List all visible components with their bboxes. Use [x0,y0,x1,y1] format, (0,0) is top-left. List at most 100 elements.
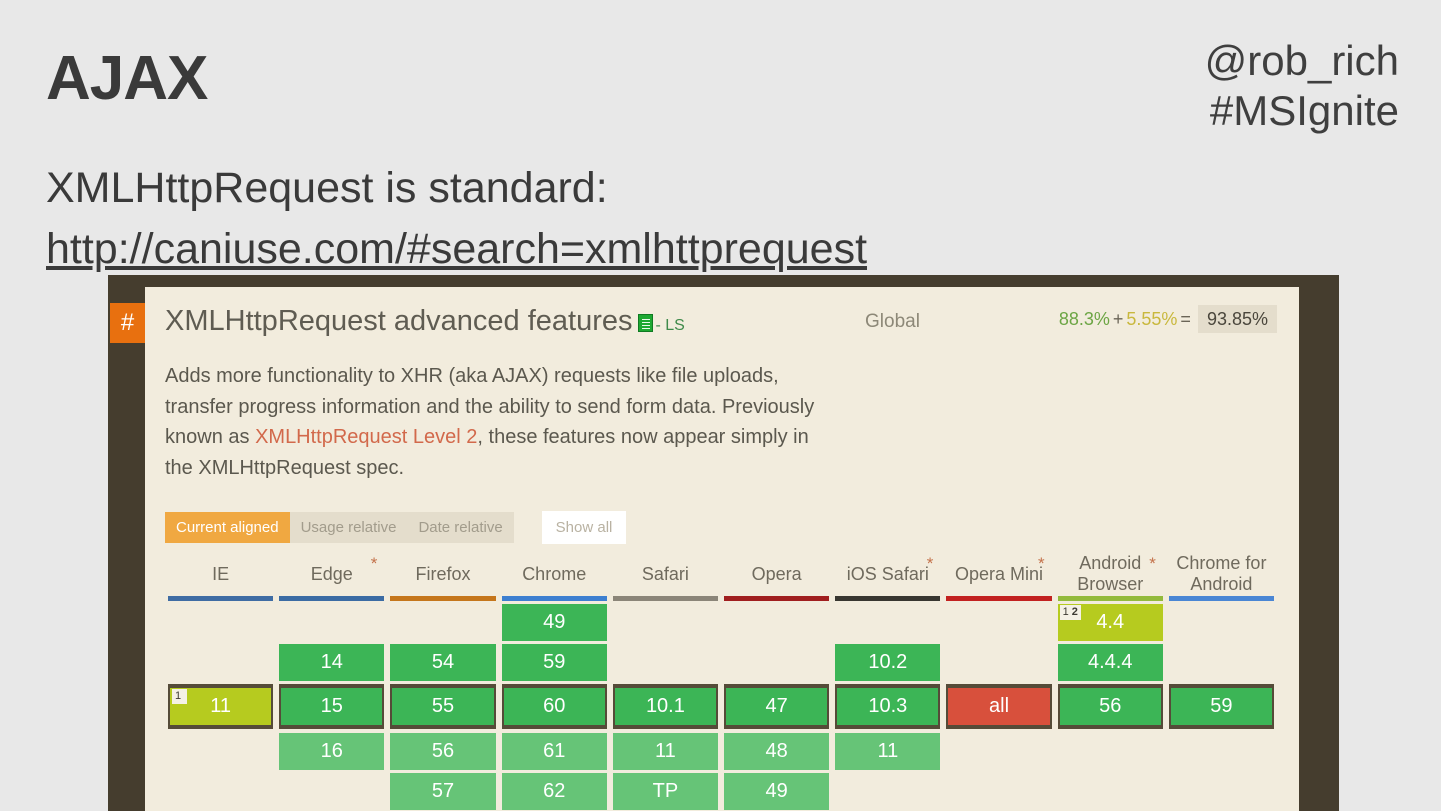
browser-column-opera: Opera 47 48 49 [721,552,832,811]
version-cell-future [1058,773,1163,810]
version-cell-current[interactable]: 11 1 [170,688,272,726]
browser-color-bar [168,596,274,602]
version-cell-future[interactable]: 49 [724,773,830,811]
version-cell-future[interactable]: 48 [724,733,830,771]
browser-name-label: Safari [641,563,689,584]
browser-name-label: iOS Safari * [846,554,934,584]
current-cell-wrap: 59 [1169,684,1274,729]
browser-column-ios-safari: iOS Safari * 10.2 10.3 11 [832,552,943,811]
browser-name-label: Opera Mini * [955,554,1045,584]
version-cell-future [1169,773,1274,810]
description-text-2: , these features now appear simply in th… [165,426,809,479]
footnote-badge[interactable]: 1 [172,689,188,705]
hash-badge-icon[interactable]: # [110,303,145,343]
browser-column-safari: Safari 10.1 11 TP [610,552,721,811]
version-cell-past [946,644,1051,681]
current-version-row: 47 [724,684,830,730]
description-link[interactable]: XMLHttpRequest Level 2 [255,426,478,449]
usage-partial: 5.55% [1126,309,1178,329]
version-cell-future[interactable]: 61 [501,733,607,771]
event-hashtag: #MSIgnite [1209,86,1399,134]
browser-color-bar [279,596,385,602]
version-cell-past[interactable]: 4.4.4 [1057,644,1163,682]
version-cell-current[interactable]: 10.3 [837,688,939,726]
feature-description: Adds more functionality to XHR (aka AJAX… [165,361,825,483]
subtitle-line: XMLHttpRequest is standard: [46,164,608,212]
version-cell-future [168,733,273,770]
version-cell-current[interactable]: 59 [1170,688,1273,726]
version-cell-future[interactable]: 16 [279,733,385,771]
browser-color-bar [835,596,941,602]
version-cell-past[interactable]: 14 [279,644,385,682]
version-cell-past [168,604,273,641]
version-cell-past[interactable]: 54 [390,644,496,682]
current-cell-wrap: 56 [1058,684,1163,729]
version-cells: 59 [1168,604,1275,811]
version-cell-current[interactable]: all [948,688,1050,726]
browser-support-grid: IE111Edge*141516Firefox5455565758Chrome4… [165,552,1277,811]
current-cell-wrap: 60 [502,684,607,729]
current-version-row: 56 [1057,684,1163,730]
version-cell-future[interactable]: 62 [501,773,607,811]
version-cell-future[interactable]: TP [612,773,719,811]
version-cell-past[interactable]: 49 [501,604,607,642]
version-cell-current[interactable]: 47 [726,688,828,726]
spec-document-icon [637,314,653,332]
version-cell-past [835,604,940,641]
region-label[interactable]: Global [865,311,920,332]
current-version-row: 60 [501,684,607,730]
caniuse-link[interactable]: http://caniuse.com/#search=xmlhttpreques… [46,225,868,274]
version-cell-future [946,773,1051,810]
description-text-0: Adds more functionality to XHR (aka AJAX… [165,365,815,449]
version-cells: 495960616263 [501,604,607,811]
filter-usage-relative[interactable]: Usage relative [289,512,408,544]
version-cell-current[interactable]: 10.1 [614,688,717,726]
version-cell-future [835,773,940,810]
version-cells: 47 48 49 [724,604,830,811]
usage-stats: 88.3% +5.55% = 93.85% [1058,305,1277,333]
version-cell-future[interactable]: 11 [835,733,941,771]
version-cell-current[interactable]: 60 [503,688,605,726]
version-cells: all [946,604,1052,811]
presenter-handle: @rob_rich #MSIgnite [1205,36,1399,135]
version-cell-current[interactable]: 55 [392,688,494,726]
browser-column-ie: IE 11 1 [165,552,276,811]
version-cell-current[interactable]: 56 [1059,688,1161,726]
version-cell-past[interactable]: 4.4 1 2 [1057,604,1163,642]
current-version-row: all [946,684,1052,730]
version-cell-past [724,604,829,641]
current-cell-wrap: 10.1 [613,684,718,729]
show-all-button[interactable]: Show all [541,511,627,545]
current-version-row: 11 1 [168,684,274,730]
version-cell-future[interactable]: 11 [612,733,719,771]
filter-current-aligned[interactable]: Current aligned [165,512,290,544]
browser-name-label: Edge * [310,554,378,584]
version-cell-future[interactable]: 57 [390,773,496,811]
browser-color-bar [501,596,607,602]
footnote-star-icon: * [926,554,934,574]
version-cell-past[interactable]: 10.2 [835,644,941,682]
usage-supported: 88.3% [1058,309,1110,329]
browser-name-label: Android Browser * [1077,553,1156,595]
version-cell-future [168,773,273,810]
version-cell-past [390,604,495,641]
filter-date-relative[interactable]: Date relative [407,512,514,544]
version-cell-past [946,604,1051,641]
version-cell-future[interactable]: 56 [390,733,496,771]
browser-name-label: Firefox [415,563,471,584]
usage-equals-sign: = [1180,309,1191,329]
version-cell-future [1169,733,1274,770]
caniuse-panel: XMLHttpRequest advanced features - LS Glo… [145,287,1299,811]
current-cell-wrap: 47 [724,684,829,729]
browser-name-label: Chrome [522,563,587,584]
version-cell-past[interactable]: 59 [501,644,607,682]
footnote-star-icon: * [1149,554,1156,574]
slide-subtitle: XMLHttpRequest is standard: http://caniu… [46,158,867,280]
version-cell-current[interactable]: 15 [281,688,383,726]
current-cell-wrap: 10.3 [835,684,940,729]
browser-column-android-browser: Android Browser * 4.4 1 2 4.4.4 56 [1055,552,1166,811]
feature-title-row: XMLHttpRequest advanced features - LS [165,305,685,338]
twitter-handle: @rob_rich [1204,37,1399,84]
